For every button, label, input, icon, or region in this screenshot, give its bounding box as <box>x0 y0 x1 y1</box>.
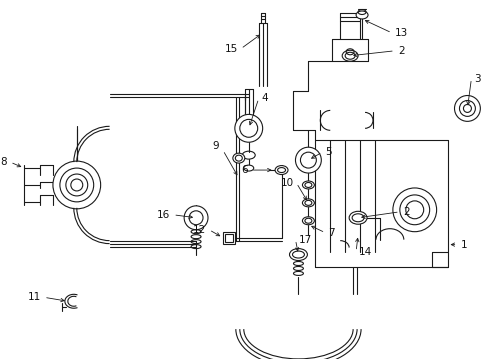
Text: 3: 3 <box>473 73 480 84</box>
Text: 15: 15 <box>224 44 237 54</box>
Ellipse shape <box>302 217 314 225</box>
Text: 16: 16 <box>157 210 170 220</box>
Ellipse shape <box>302 181 314 189</box>
Circle shape <box>392 188 436 232</box>
Text: 10: 10 <box>280 178 293 188</box>
Text: 2: 2 <box>397 46 404 56</box>
Text: 12: 12 <box>192 225 205 235</box>
Text: 14: 14 <box>358 247 371 257</box>
Text: 13: 13 <box>394 28 407 38</box>
Text: 6: 6 <box>241 165 247 175</box>
Circle shape <box>53 161 101 209</box>
Circle shape <box>295 147 321 173</box>
Ellipse shape <box>355 11 367 19</box>
Ellipse shape <box>302 199 314 207</box>
Text: 17: 17 <box>298 235 311 245</box>
Text: 11: 11 <box>28 292 41 302</box>
Ellipse shape <box>342 50 357 61</box>
Text: 5: 5 <box>325 147 331 157</box>
Ellipse shape <box>348 211 366 224</box>
Text: 8: 8 <box>0 157 7 167</box>
Polygon shape <box>223 232 234 244</box>
Circle shape <box>453 95 479 121</box>
Ellipse shape <box>275 166 287 175</box>
Text: 1: 1 <box>460 240 466 249</box>
Text: 7: 7 <box>327 228 334 238</box>
Polygon shape <box>224 234 232 242</box>
Ellipse shape <box>289 249 307 261</box>
Text: 4: 4 <box>261 94 268 103</box>
Ellipse shape <box>244 165 253 171</box>
Circle shape <box>184 206 207 230</box>
Text: 2: 2 <box>402 207 408 217</box>
Circle shape <box>234 114 262 142</box>
Text: 9: 9 <box>212 141 219 151</box>
Ellipse shape <box>232 153 244 163</box>
